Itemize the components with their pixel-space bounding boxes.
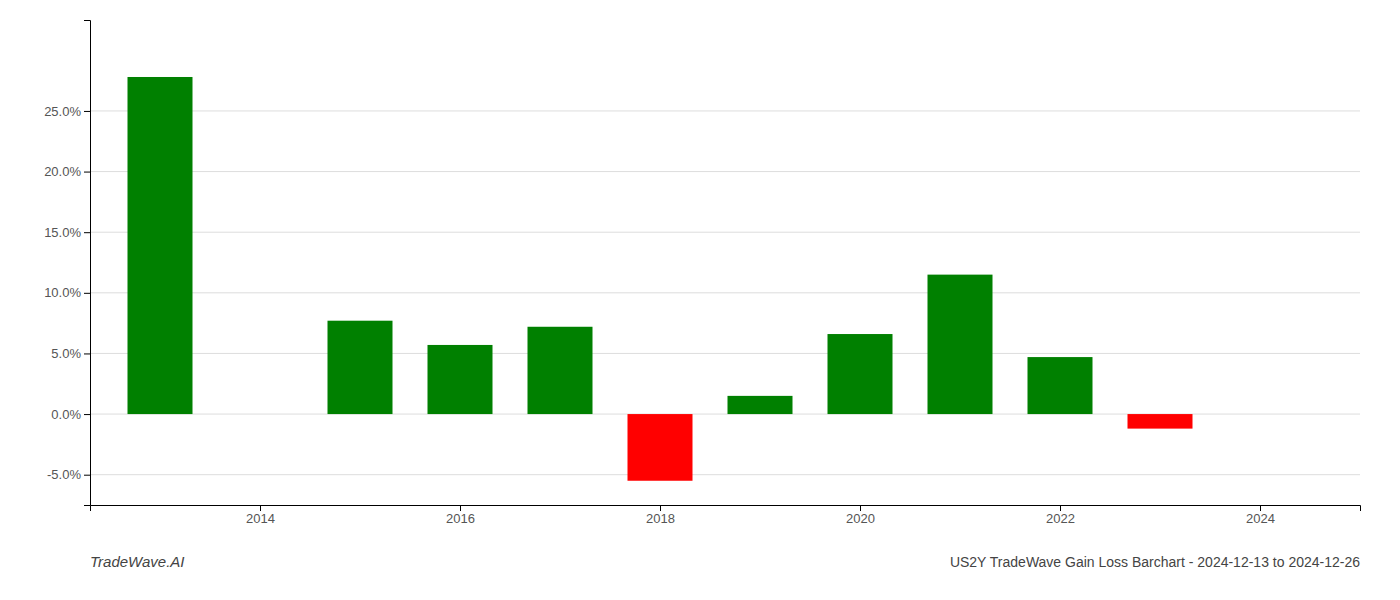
bar bbox=[428, 345, 493, 414]
bar bbox=[628, 414, 693, 481]
grid-line bbox=[90, 292, 1360, 293]
x-tick: 2024 bbox=[1246, 505, 1275, 526]
y-axis: -5.0% 0.0% 5.0% 10.0% 15.0% 20.0% 25.0% bbox=[44, 21, 90, 506]
y-tick-mark bbox=[84, 414, 90, 415]
bar bbox=[328, 321, 393, 414]
annotation: TradeWave.AI bbox=[90, 553, 184, 570]
grid bbox=[90, 111, 1360, 475]
x-tick-mark bbox=[1260, 505, 1261, 511]
title: US2Y TradeWave Gain Loss Barchart - 2024… bbox=[950, 554, 1360, 570]
y-tick-mark bbox=[84, 475, 90, 476]
grid-line bbox=[90, 353, 1360, 354]
y-tick-label: 15.0% bbox=[44, 225, 81, 240]
bar bbox=[928, 275, 993, 414]
y-tick-label: 5.0% bbox=[51, 346, 81, 361]
y-tick-mark bbox=[84, 353, 90, 354]
bar bbox=[128, 77, 193, 414]
bar bbox=[1028, 357, 1093, 414]
plot: -5.0%0.0%5.0%10.0%15.0%20.0%25.0%2014201… bbox=[44, 21, 1360, 527]
x-axis-line bbox=[91, 506, 1361, 512]
x-tick-label: 2020 bbox=[846, 511, 875, 526]
grid-line bbox=[90, 171, 1360, 172]
grid-line bbox=[90, 110, 1360, 111]
chart: -5.0%0.0%5.0%10.0%15.0%20.0%25.0%2014201… bbox=[0, 0, 1400, 600]
grid-line bbox=[90, 232, 1360, 233]
y-tick: 15.0% bbox=[44, 225, 90, 240]
y-tick-mark bbox=[84, 232, 90, 233]
y-tick-label: 20.0% bbox=[44, 164, 81, 179]
y-tick-mark bbox=[84, 293, 90, 294]
x-tick: 2020 bbox=[846, 505, 875, 526]
y-tick: 10.0% bbox=[44, 285, 90, 300]
y-tick: 25.0% bbox=[44, 104, 90, 119]
bar bbox=[728, 396, 793, 414]
y-tick: 0.0% bbox=[51, 407, 90, 422]
y-tick: 5.0% bbox=[51, 346, 90, 361]
x-tick-mark bbox=[460, 505, 461, 511]
y-tick: 20.0% bbox=[44, 164, 90, 179]
y-axis-line bbox=[84, 21, 91, 506]
x-tick: 2014 bbox=[246, 505, 275, 526]
x-axis: 2014 2016 2018 2020 2022 2024 bbox=[91, 505, 1361, 526]
bars bbox=[128, 77, 1193, 481]
x-tick-label: 2014 bbox=[246, 511, 275, 526]
bar bbox=[828, 334, 893, 414]
y-tick-label: 0.0% bbox=[51, 407, 81, 422]
x-tick-mark bbox=[860, 505, 861, 511]
bar bbox=[1128, 414, 1193, 429]
bar bbox=[528, 327, 593, 414]
x-tick-label: 2024 bbox=[1246, 511, 1275, 526]
x-tick: 2016 bbox=[446, 505, 475, 526]
y-tick-label: 25.0% bbox=[44, 104, 81, 119]
x-tick-label: 2018 bbox=[646, 511, 675, 526]
y-tick-label: 10.0% bbox=[44, 285, 81, 300]
grid-line bbox=[90, 474, 1360, 475]
x-tick: 2018 bbox=[646, 505, 675, 526]
x-tick-label: 2022 bbox=[1046, 511, 1075, 526]
y-tick-label: -5.0% bbox=[47, 467, 81, 482]
y-tick-mark bbox=[84, 172, 90, 173]
y-tick-mark bbox=[84, 111, 90, 112]
y-tick: -5.0% bbox=[47, 467, 90, 482]
x-tick-mark bbox=[660, 505, 661, 511]
x-tick-mark bbox=[1060, 505, 1061, 511]
x-tick-mark bbox=[260, 505, 261, 511]
x-tick: 2022 bbox=[1046, 505, 1075, 526]
x-tick-label: 2016 bbox=[446, 511, 475, 526]
